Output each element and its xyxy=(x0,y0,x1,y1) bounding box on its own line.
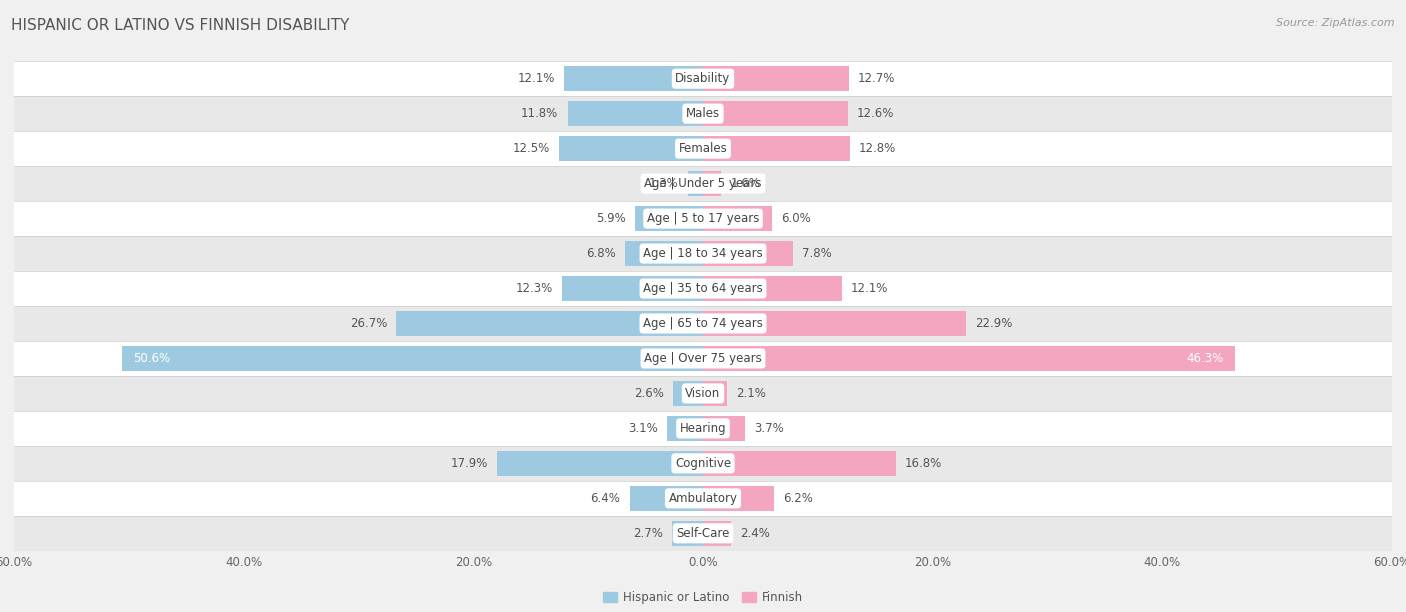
Bar xyxy=(14,341,1392,376)
Text: Age | 65 to 74 years: Age | 65 to 74 years xyxy=(643,317,763,330)
Text: Age | Under 5 years: Age | Under 5 years xyxy=(644,177,762,190)
Bar xyxy=(703,66,849,91)
Bar xyxy=(668,416,703,441)
Bar xyxy=(14,516,1392,551)
Text: HISPANIC OR LATINO VS FINNISH DISABILITY: HISPANIC OR LATINO VS FINNISH DISABILITY xyxy=(11,18,350,34)
Bar xyxy=(672,521,703,546)
Bar xyxy=(14,96,1392,131)
Text: 2.7%: 2.7% xyxy=(633,527,662,540)
Text: 2.6%: 2.6% xyxy=(634,387,664,400)
Text: Disability: Disability xyxy=(675,72,731,85)
Bar xyxy=(14,411,1392,446)
Text: Ambulatory: Ambulatory xyxy=(668,492,738,505)
Text: Source: ZipAtlas.com: Source: ZipAtlas.com xyxy=(1277,18,1395,28)
Text: 17.9%: 17.9% xyxy=(451,457,488,470)
Bar xyxy=(703,381,727,406)
Text: 50.6%: 50.6% xyxy=(134,352,170,365)
Text: 6.2%: 6.2% xyxy=(783,492,813,505)
Bar xyxy=(498,451,703,476)
Bar xyxy=(624,241,703,266)
Text: 1.3%: 1.3% xyxy=(650,177,679,190)
Bar xyxy=(14,446,1392,481)
Text: Vision: Vision xyxy=(685,387,721,400)
Bar xyxy=(703,101,848,126)
Text: 46.3%: 46.3% xyxy=(1185,352,1223,365)
Bar xyxy=(703,276,842,301)
Bar xyxy=(14,306,1392,341)
Bar xyxy=(14,201,1392,236)
Bar xyxy=(636,206,703,231)
Text: 7.8%: 7.8% xyxy=(801,247,831,260)
Text: 12.5%: 12.5% xyxy=(513,142,550,155)
Text: Hearing: Hearing xyxy=(679,422,727,435)
Text: Females: Females xyxy=(679,142,727,155)
Bar xyxy=(562,276,703,301)
Bar xyxy=(703,346,1234,371)
Text: 3.1%: 3.1% xyxy=(628,422,658,435)
Bar xyxy=(14,271,1392,306)
Bar xyxy=(673,381,703,406)
Bar xyxy=(560,136,703,161)
Text: Age | 18 to 34 years: Age | 18 to 34 years xyxy=(643,247,763,260)
Text: 2.1%: 2.1% xyxy=(737,387,766,400)
Text: 26.7%: 26.7% xyxy=(350,317,387,330)
Text: Males: Males xyxy=(686,107,720,120)
Text: 1.6%: 1.6% xyxy=(731,177,761,190)
Bar xyxy=(703,416,745,441)
Text: 12.3%: 12.3% xyxy=(516,282,553,295)
Bar xyxy=(14,61,1392,96)
Text: 16.8%: 16.8% xyxy=(905,457,942,470)
Legend: Hispanic or Latino, Finnish: Hispanic or Latino, Finnish xyxy=(599,586,807,608)
Bar xyxy=(703,521,731,546)
Text: 12.1%: 12.1% xyxy=(851,282,889,295)
Text: Self-Care: Self-Care xyxy=(676,527,730,540)
Text: 6.0%: 6.0% xyxy=(782,212,811,225)
Bar xyxy=(703,136,851,161)
Bar xyxy=(14,131,1392,166)
Bar xyxy=(122,346,703,371)
Text: Age | Over 75 years: Age | Over 75 years xyxy=(644,352,762,365)
Bar xyxy=(703,206,772,231)
Text: 22.9%: 22.9% xyxy=(976,317,1012,330)
Bar xyxy=(14,166,1392,201)
Bar xyxy=(568,101,703,126)
Text: 2.4%: 2.4% xyxy=(740,527,769,540)
Bar xyxy=(14,376,1392,411)
Text: Age | 5 to 17 years: Age | 5 to 17 years xyxy=(647,212,759,225)
Text: 3.7%: 3.7% xyxy=(755,422,785,435)
Bar xyxy=(14,236,1392,271)
Text: 12.1%: 12.1% xyxy=(517,72,555,85)
Text: 12.6%: 12.6% xyxy=(856,107,894,120)
Text: 12.8%: 12.8% xyxy=(859,142,897,155)
Bar xyxy=(688,171,703,196)
Text: Cognitive: Cognitive xyxy=(675,457,731,470)
Bar xyxy=(703,171,721,196)
Bar xyxy=(630,486,703,511)
Text: 12.7%: 12.7% xyxy=(858,72,896,85)
Bar xyxy=(703,451,896,476)
Bar xyxy=(703,311,966,336)
Text: 6.8%: 6.8% xyxy=(586,247,616,260)
Text: Age | 35 to 64 years: Age | 35 to 64 years xyxy=(643,282,763,295)
Bar xyxy=(703,241,793,266)
Bar xyxy=(703,486,775,511)
Text: 6.4%: 6.4% xyxy=(591,492,620,505)
Bar xyxy=(396,311,703,336)
Bar xyxy=(14,481,1392,516)
Text: 11.8%: 11.8% xyxy=(522,107,558,120)
Text: 5.9%: 5.9% xyxy=(596,212,626,225)
Bar xyxy=(564,66,703,91)
